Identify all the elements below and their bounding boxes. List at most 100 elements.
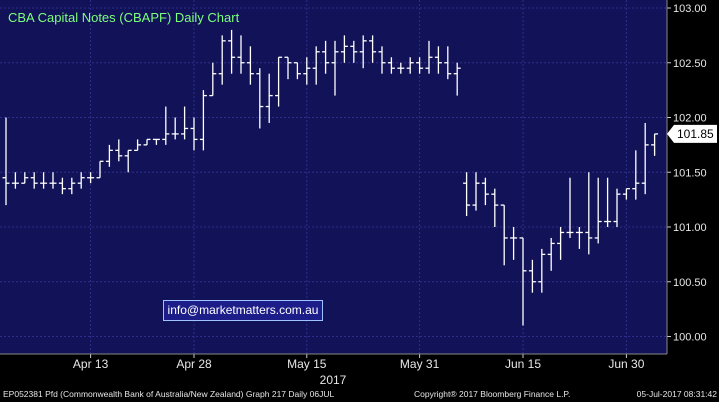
ohlc-bar	[181, 106, 189, 140]
ohlc-bar	[105, 144, 113, 167]
ohlc-bar	[359, 35, 367, 69]
ohlc-bar	[40, 172, 48, 189]
x-axis-panel	[0, 354, 719, 386]
ohlc-bar	[199, 90, 207, 151]
y-axis-panel	[667, 0, 719, 386]
ohlc-bar	[2, 117, 10, 206]
price-bars	[2, 29, 659, 326]
ohlc-bar	[331, 40, 339, 96]
ohlc-bar	[444, 46, 452, 80]
plot-background	[0, 0, 667, 354]
chart-title: CBA Capital Notes (CBAPF) Daily Chart	[8, 10, 240, 25]
y-axis-ticks: 100.00 100.50 101.00 101.50 102.00 102.50 103.…	[667, 3, 707, 344]
ohlc-bar	[434, 46, 442, 74]
ohlc-bar	[519, 237, 527, 326]
ohlc-bar	[528, 259, 536, 293]
ohlc-bar	[49, 172, 57, 189]
y-tick-label: 102.50	[673, 58, 707, 70]
x-tick-label: May 31	[400, 357, 440, 371]
ohlc-bar	[397, 62, 405, 74]
ohlc-bar	[547, 237, 555, 271]
y-tick-label: 101.50	[673, 167, 707, 179]
ohlc-bar	[96, 160, 104, 179]
ohlc-bar	[416, 57, 424, 74]
ohlc-bar	[387, 57, 395, 74]
x-tick-label: May 15	[287, 357, 327, 371]
ohlc-bar	[11, 172, 19, 189]
last-price-marker: 101.85	[667, 124, 717, 143]
footer-security-info: EP052381 Pfd (Commonwealth Bank of Austr…	[3, 389, 335, 399]
ohlc-bar	[162, 106, 170, 145]
ohlc-bar	[651, 133, 659, 156]
ohlc-bar	[613, 188, 621, 227]
ohlc-bar	[58, 177, 66, 195]
ohlc-bar	[322, 40, 330, 74]
footer-timestamp: 05-Jul-2017 08:31:42	[636, 389, 717, 399]
ohlc-bar	[209, 62, 217, 97]
ohlc-bar	[369, 35, 377, 63]
ohlc-bar	[585, 172, 593, 255]
ohlc-bar	[481, 177, 489, 206]
ohlc-bar	[340, 35, 348, 63]
last-price-box	[667, 124, 717, 143]
ohlc-bar	[350, 40, 358, 63]
ohlc-bar	[228, 29, 236, 74]
ohlc-bar	[171, 117, 179, 140]
x-tick-label: Apr 28	[176, 357, 212, 371]
ohlc-bar	[604, 177, 612, 227]
x-tick-label: Jun 30	[608, 357, 644, 371]
ohlc-bar	[641, 122, 649, 195]
ohlc-bar	[594, 177, 602, 244]
ohlc-bar	[134, 139, 142, 152]
ohlc-bar	[575, 227, 583, 249]
ohlc-bar	[378, 46, 386, 74]
y-tick-label: 100.00	[673, 332, 707, 344]
x-axis-ticks: Apr 13 Apr 28 May 15 May 31 Jun 15 Jun 30	[0, 0, 668, 371]
ohlc-bar	[566, 177, 574, 238]
x-axis-label: 2017	[320, 373, 347, 386]
ohlc-bar	[463, 172, 471, 217]
ohlc-bar	[265, 73, 273, 123]
ohlc-bar	[256, 68, 264, 129]
ohlc-bar	[557, 227, 565, 260]
y-tick-label: 101.00	[673, 222, 707, 234]
y-tick-label: 103.00	[673, 3, 707, 15]
footer-bar: EP052381 Pfd (Commonwealth Bank of Austr…	[0, 386, 719, 402]
ohlc-bar	[500, 204, 508, 266]
ohlc-bar	[453, 62, 461, 96]
ohlc-bar	[77, 172, 85, 189]
ohlc-bar	[406, 57, 414, 74]
ohlc-bar	[632, 150, 640, 200]
ohlc-bar	[293, 62, 301, 80]
ohlc-bar	[115, 139, 123, 162]
ohlc-bar	[425, 40, 433, 74]
ohlc-bar	[218, 35, 226, 85]
ohlc-bar	[312, 46, 320, 85]
ohlc-bar	[246, 46, 254, 85]
ohlc-bar	[237, 35, 245, 74]
ohlc-bar	[284, 56, 292, 80]
ohlc-bar	[87, 172, 95, 184]
y-tick-label: 102.00	[673, 113, 707, 125]
ohlc-chart: 100.00 100.50 101.00 101.50 102.00 102.50 103.…	[0, 0, 719, 386]
ohlc-bar	[68, 177, 76, 195]
ohlc-bar	[622, 188, 630, 200]
x-tick-label: Jun 15	[505, 357, 541, 371]
y-tick-label: 100.50	[673, 277, 707, 289]
ohlc-bar	[491, 188, 499, 227]
ohlc-bar	[538, 248, 546, 293]
ohlc-bar	[143, 138, 151, 146]
ohlc-bar	[152, 138, 160, 145]
last-price-label: 101.85	[677, 127, 714, 141]
ohlc-bar	[190, 117, 198, 151]
ohlc-bar	[124, 149, 132, 173]
footer-copyright: Copyright® 2017 Bloomberg Finance L.P.	[414, 389, 571, 399]
ohlc-bar	[21, 172, 29, 184]
ohlc-bar	[30, 172, 38, 189]
ohlc-bar	[472, 172, 480, 211]
ohlc-bar	[275, 56, 283, 107]
x-tick-label: Apr 13	[73, 357, 109, 371]
ohlc-bar	[303, 57, 311, 85]
ohlc-bar	[510, 227, 518, 260]
watermark-email: info@marketmatters.com.au	[163, 300, 323, 321]
